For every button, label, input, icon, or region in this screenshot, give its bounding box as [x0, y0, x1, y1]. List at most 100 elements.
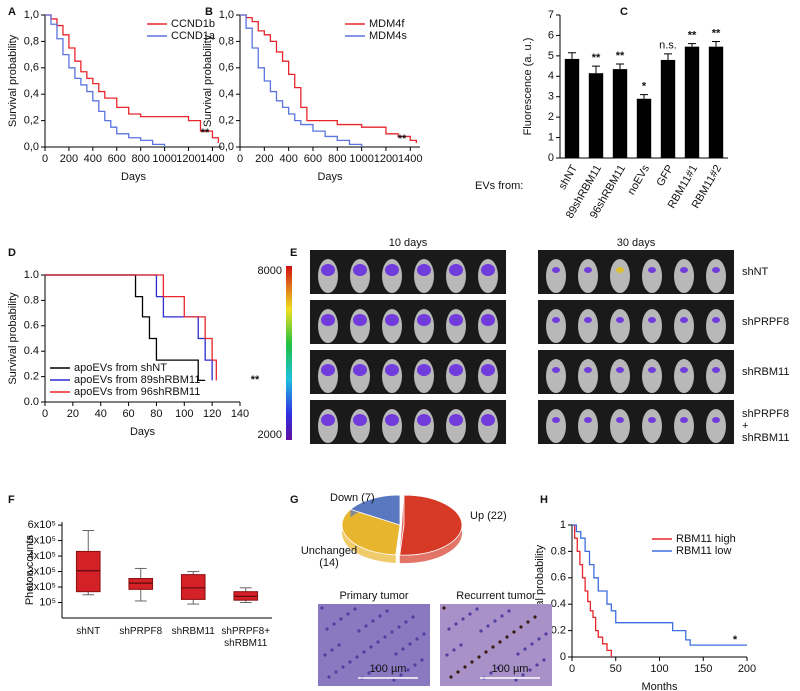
x-tick-label: 1400	[398, 153, 422, 165]
y-tick-label: 0,4	[24, 88, 39, 100]
bioluminescence	[648, 317, 656, 323]
legend-label: MDM4s	[369, 30, 407, 42]
x-tick-label: 120	[203, 408, 221, 420]
significance-mark: n.s.	[659, 40, 677, 52]
x-tick-label: 400	[84, 153, 102, 165]
y-tick-label: 0.2	[551, 625, 566, 637]
y-tick-label: 0	[548, 152, 554, 164]
y-tick-label: 0.8	[24, 294, 39, 306]
cell	[498, 640, 502, 644]
panel-label: D	[8, 247, 16, 259]
cell	[346, 612, 350, 616]
y-axis-label: Survival probability	[7, 34, 19, 127]
x-tick-label: 40	[95, 408, 107, 420]
y-tick-label: 0.4	[24, 345, 39, 357]
x-tick-label: 200	[738, 663, 756, 675]
y-tick-label: 1	[560, 519, 566, 531]
error-bar	[592, 65, 600, 74]
mouse-head	[610, 259, 630, 293]
cell	[537, 637, 541, 641]
x-tick-label: 20	[67, 408, 79, 420]
column-title: 30 days	[617, 237, 656, 249]
x-tick-label: 80	[150, 408, 162, 420]
cell	[486, 624, 490, 628]
significance-mark: *	[733, 634, 738, 646]
bioluminescence	[353, 364, 367, 376]
box	[75, 550, 101, 593]
cell	[348, 660, 352, 664]
bioluminescence	[584, 317, 592, 323]
cell	[475, 607, 479, 611]
cell	[528, 668, 532, 672]
mouse-head	[578, 409, 598, 443]
y-tick-label: 3	[548, 91, 554, 103]
image-title: Recurrent tumor	[456, 590, 536, 602]
x-tick-label: shPRPF8	[119, 626, 163, 637]
bioluminescence	[321, 364, 335, 376]
bioluminescence	[449, 414, 463, 426]
cell	[516, 652, 520, 656]
y-tick-label: 0	[560, 651, 566, 663]
bioluminescence	[481, 264, 495, 276]
bioluminescence	[385, 364, 399, 376]
x-axis-label: Days	[121, 171, 147, 183]
x-tick-label: 0	[42, 408, 48, 420]
row-label: shPRPF8	[742, 316, 790, 328]
survival-curve	[45, 14, 166, 147]
y-tick-label: 6x10⁵	[28, 519, 56, 531]
pie-label: Unchanged (14)	[300, 545, 358, 569]
cell	[369, 645, 373, 649]
cell	[337, 643, 341, 647]
bioluminescence	[712, 317, 720, 323]
y-tick-label: 0,6	[219, 62, 234, 74]
cell	[530, 642, 534, 646]
bioluminescence	[385, 414, 399, 426]
x-tick-label: 200	[255, 153, 273, 165]
bioluminescence	[321, 264, 335, 276]
cell	[362, 650, 366, 654]
bar	[660, 59, 676, 158]
bioluminescence	[417, 414, 431, 426]
cell	[411, 615, 415, 619]
panel-label: B	[205, 6, 213, 18]
cell	[385, 609, 389, 613]
column-title: 10 days	[389, 237, 428, 249]
bioluminescence	[616, 417, 624, 423]
cell	[334, 670, 338, 674]
cell	[468, 612, 472, 616]
y-tick-label: 1.0	[24, 269, 39, 281]
scale-bar-label: 100 µm	[492, 663, 529, 675]
mouse-head	[642, 259, 662, 293]
y-tick-label: 0,0	[24, 141, 39, 153]
bioluminescence	[552, 417, 560, 423]
bioluminescence	[481, 364, 495, 376]
mouse-head	[546, 259, 566, 293]
cell	[401, 647, 405, 651]
cell	[496, 666, 500, 670]
bioluminescence	[584, 267, 592, 273]
panel-label: C	[620, 6, 628, 18]
y-tick-label: 5x10⁵	[28, 534, 56, 546]
x-axis-prefix: EVs from:	[475, 180, 523, 192]
significance-mark: **	[688, 30, 697, 42]
image-title: Primary tumor	[339, 590, 408, 602]
bar	[684, 46, 700, 158]
x-tick-label: 1000	[349, 153, 373, 165]
survival-curve	[572, 524, 747, 646]
significance-mark: **	[251, 374, 260, 386]
legend-label: RBM11 low	[676, 545, 731, 557]
box	[128, 578, 154, 590]
cell	[449, 675, 453, 679]
cell	[526, 620, 530, 624]
cell	[479, 629, 483, 633]
survival-curve	[240, 14, 363, 147]
bioluminescence	[552, 317, 560, 323]
cell	[445, 653, 449, 657]
cell	[371, 619, 375, 623]
cell	[456, 670, 460, 674]
x-tick-label: 1200	[374, 153, 398, 165]
y-tick-label: 0.6	[24, 320, 39, 332]
mouse-head	[546, 309, 566, 343]
cell	[325, 627, 329, 631]
cell	[397, 625, 401, 629]
